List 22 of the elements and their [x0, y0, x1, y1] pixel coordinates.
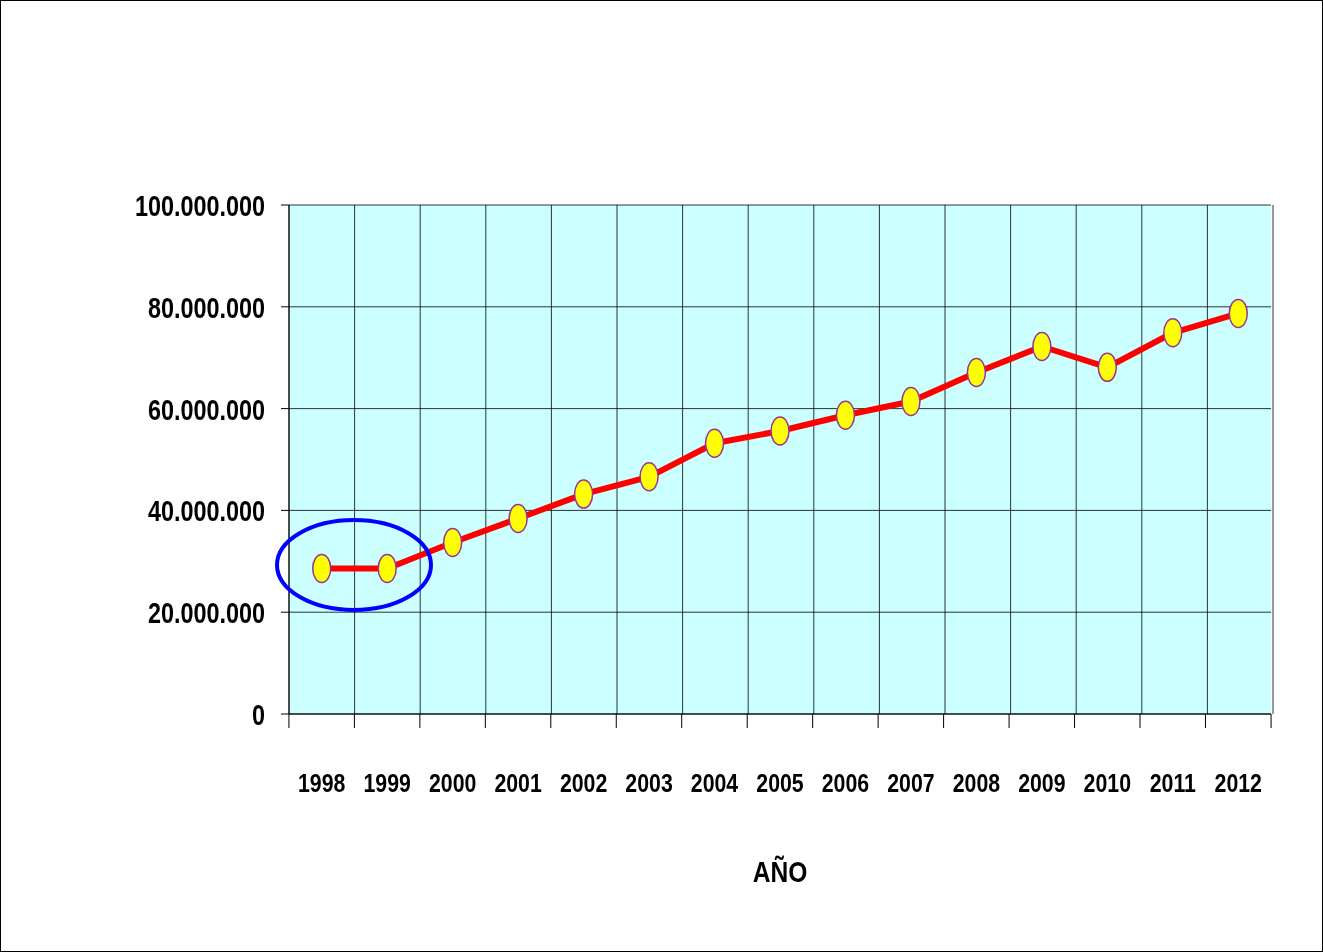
- x-tick-label: 2004: [690, 767, 739, 798]
- x-tick-label: 2000: [428, 767, 477, 798]
- x-tick-label: 1998: [298, 767, 346, 798]
- y-tick-label: 100.000.000: [134, 189, 265, 223]
- x-tick-label: 2008: [952, 767, 1001, 798]
- y-tick-label: 20.000.000: [147, 596, 265, 630]
- x-tick-label: 2003: [625, 767, 673, 798]
- x-tick-label: 1999: [363, 767, 411, 798]
- x-axis-title: AÑO: [752, 854, 808, 889]
- x-tick-label: 2007: [887, 767, 935, 798]
- y-tick-label: 40.000.000: [147, 494, 265, 529]
- x-tick-label: 2012: [1214, 767, 1262, 798]
- y-tick-label: 80.000.000: [147, 291, 265, 325]
- x-tick-label: 2006: [821, 767, 870, 798]
- y-tick-label: 60.000.000: [147, 392, 265, 427]
- x-tick-label: 2001: [494, 767, 542, 798]
- y-tick-label: 0: [251, 698, 265, 732]
- x-tick-label: 2002: [559, 767, 608, 798]
- x-tick-label: 2005: [756, 767, 804, 798]
- x-tick-label: 2009: [1018, 767, 1066, 798]
- x-tick-label: 2010: [1083, 767, 1132, 798]
- x-tick-label: 2011: [1149, 767, 1196, 798]
